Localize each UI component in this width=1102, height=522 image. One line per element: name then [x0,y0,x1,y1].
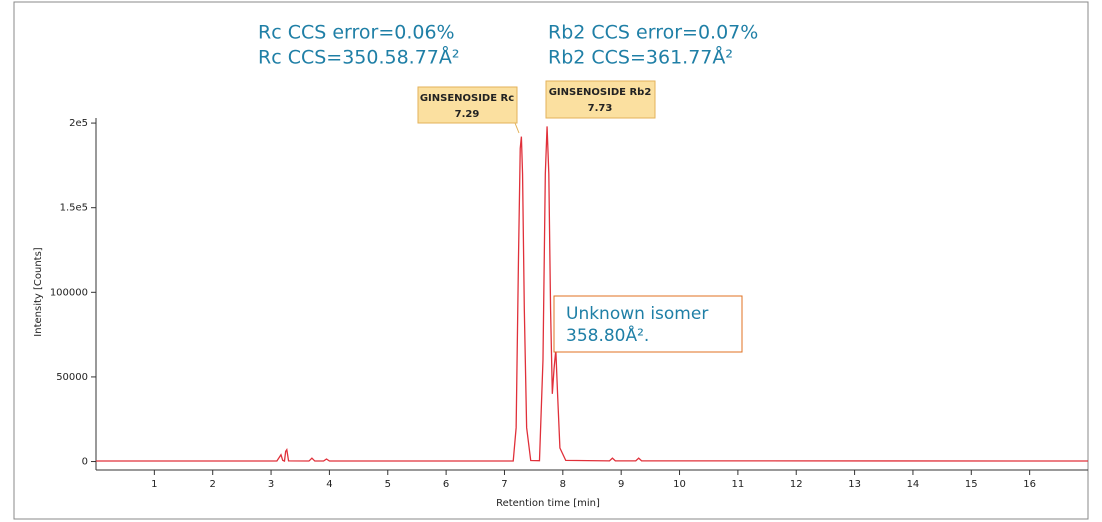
y-axis-label: Intensity [Counts] [33,247,44,337]
y-tick-label: 100000 [50,287,88,298]
peak-label: 7.29 [455,109,480,120]
leader [514,122,520,134]
y-tick-label: 50000 [56,372,88,383]
peak-label: GINSENOSIDE Rc [420,93,514,104]
x-tick-label: 3 [268,479,274,490]
trace [96,126,1089,462]
isomer-label: 358.80Å². [566,324,649,346]
x-tick-label: 15 [965,479,978,490]
x-tick-label: 1 [151,479,157,490]
x-tick-label: 12 [790,479,803,490]
peak-label: 7.73 [588,103,613,114]
annotation: Rb2 CCS=361.77Å² [548,46,733,69]
x-tick-label: 16 [1023,479,1036,490]
frame [13,1,1089,520]
x-tick-label: 2 [210,479,216,490]
annotation: Rb2 CCS error=0.07% [548,22,758,44]
y-tick-label: 2e5 [69,118,88,129]
isomer-label: Unknown isomer [566,304,708,324]
x-axis-label: Retention time [min] [496,498,600,509]
peak-label-box [545,80,656,119]
x-tick-label: 11 [732,479,745,490]
x-tick-label: 5 [385,479,391,490]
x-tick-label: 4 [326,479,332,490]
peak-label: GINSENOSIDE Rb2 [549,87,652,98]
peak-label-box [417,86,518,124]
x-tick-label: 13 [848,479,861,490]
x-tick-label: 8 [560,479,566,490]
annotation: Rc CCS error=0.06% [258,22,455,44]
x-tick-label: 10 [673,479,686,490]
annotation: Rc CCS=350.58.77Å² [258,46,460,69]
y-tick-label: 1.5e5 [60,203,88,214]
y-tick-label: 0 [82,457,88,468]
x-tick-label: 7 [501,479,507,490]
x-tick-label: 9 [618,479,624,490]
isomer-box [553,295,743,353]
x-tick-label: 14 [907,479,920,490]
x-tick-label: 6 [443,479,449,490]
